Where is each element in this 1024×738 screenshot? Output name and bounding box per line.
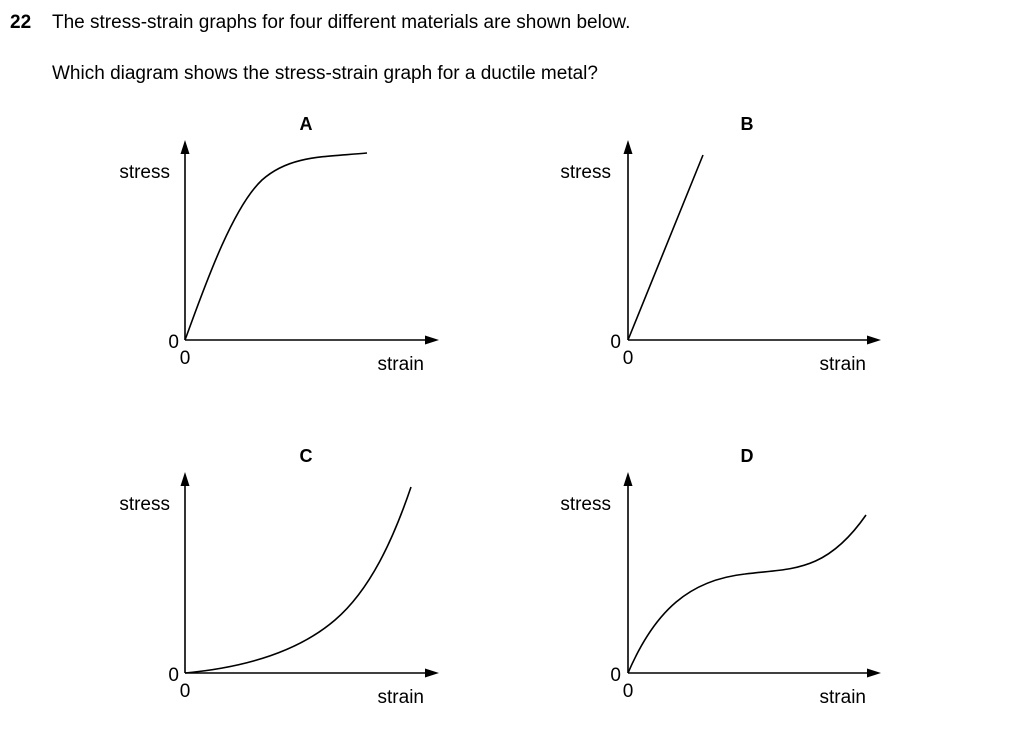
graph-b-letter: B (741, 114, 754, 134)
graph-c-curve (184, 486, 412, 674)
graph-b-x-arrow (867, 335, 881, 345)
graph-c-origin-y: 0 (168, 665, 179, 686)
graph-b: B stress strain 0 0 (560, 114, 881, 375)
graph-d-curve (627, 514, 867, 674)
graph-b-origin-y: 0 (610, 332, 621, 353)
question-number: 22 (10, 12, 32, 33)
graph-a-letter: A (300, 114, 313, 134)
graph-a-origin-x: 0 (180, 348, 191, 369)
graph-c: C stress strain 0 0 (119, 446, 439, 708)
graph-b-origin-x: 0 (623, 348, 634, 369)
graph-a-curve (184, 152, 368, 341)
graph-b-y-label: stress (560, 162, 611, 183)
graph-d-origin-x: 0 (623, 681, 634, 702)
graph-d-x-arrow (867, 668, 881, 678)
graph-c-y-arrow (180, 472, 190, 486)
graph-d-x-label: strain (820, 687, 866, 708)
graph-a-x-label: strain (378, 354, 424, 375)
graph-a-origin-y: 0 (168, 332, 179, 353)
graph-d-y-label: stress (560, 494, 611, 515)
graph-a-y-arrow (180, 140, 190, 154)
graph-c-letter: C (300, 446, 313, 466)
graph-c-x-arrow (425, 668, 439, 678)
graph-d-origin-y: 0 (610, 665, 621, 686)
question-prompt: Which diagram shows the stress-strain gr… (52, 63, 598, 84)
graph-d-y-arrow (623, 472, 633, 486)
graph-c-y-label: stress (119, 494, 170, 515)
graph-b-y-arrow (623, 140, 633, 154)
graph-d-letter: D (741, 446, 754, 466)
graph-b-x-label: strain (820, 354, 866, 375)
question-text: The stress-strain graphs for four differ… (52, 12, 631, 33)
graph-a-y-label: stress (119, 162, 170, 183)
graph-d: D stress strain 0 0 (560, 446, 881, 708)
graph-a: A stress strain 0 0 (119, 114, 439, 375)
graph-b-curve (627, 154, 704, 341)
graph-c-origin-x: 0 (180, 681, 191, 702)
graph-c-x-label: strain (378, 687, 424, 708)
graph-a-x-arrow (425, 335, 439, 345)
